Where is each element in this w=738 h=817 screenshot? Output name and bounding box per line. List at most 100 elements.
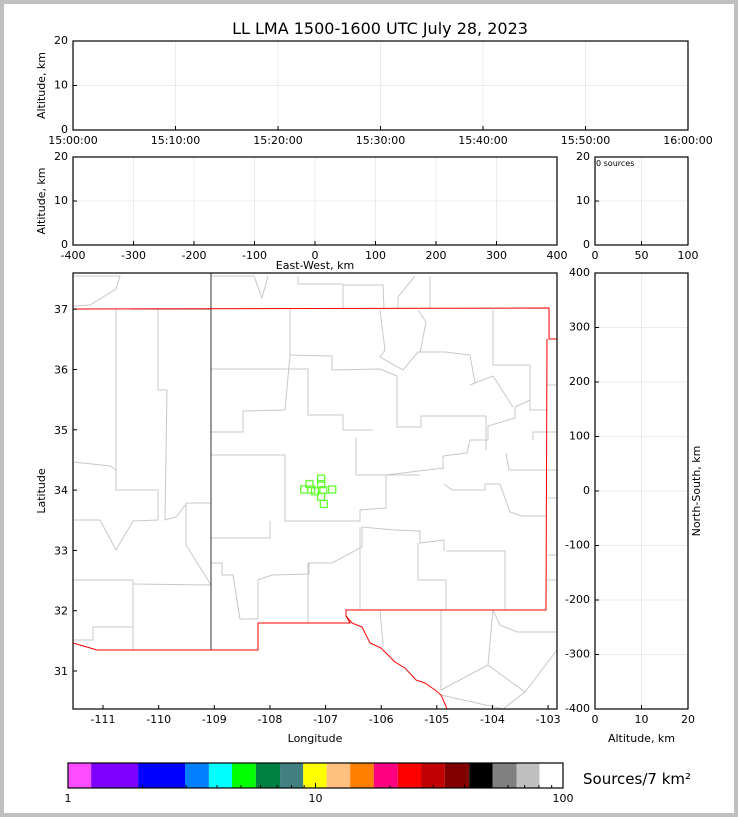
x-tick-label: 200	[426, 249, 447, 262]
x-axis-label: Altitude, km	[608, 732, 675, 745]
figure-title: LL LMA 1500-1600 UTC July 28, 2023	[232, 19, 528, 38]
y-tick-label: 36	[54, 363, 68, 376]
y-tick-label: 33	[54, 544, 68, 557]
colorbar-segment	[255, 763, 281, 788]
x-tick-label: 100	[678, 249, 699, 262]
station-marker	[316, 474, 326, 483]
colorbar-segment	[516, 763, 540, 788]
colorbar-tick-label: 10	[309, 792, 323, 805]
y-tick-label: 10	[54, 194, 68, 207]
y-axis-label: Latitude	[35, 468, 48, 514]
y-axis-label: North-South, km	[690, 446, 703, 537]
x-tick-label: 20	[681, 713, 695, 726]
source-count-annotation: 0 sources	[596, 159, 634, 168]
station-marker	[328, 485, 337, 494]
x-tick-label: -109	[202, 713, 227, 726]
ew-altitude-panel: -400 -300 -200 -100 0 100 200 300 400 0 10 20 East-W…	[35, 150, 568, 272]
colorbar-segment	[421, 763, 445, 788]
y-tick-label: -300	[565, 648, 590, 661]
y-tick-label: 400	[569, 266, 590, 279]
y-tick-label: -100	[565, 539, 590, 552]
altitude-histogram-panel: 0 50 100 0 10 20 0 sources	[576, 150, 699, 262]
y-tick-label: 100	[569, 430, 590, 443]
x-tick-label: -108	[257, 713, 282, 726]
y-tick-label: 0	[61, 123, 68, 136]
x-tick-label: -111	[91, 713, 116, 726]
colorbar-segment	[539, 763, 563, 788]
y-tick-label: 37	[54, 303, 68, 316]
y-tick-label: 0	[583, 484, 590, 497]
station-marker	[316, 479, 326, 489]
colorbar-tick-label: 1	[65, 792, 72, 805]
x-tick-label: 15:10:00	[151, 134, 200, 147]
y-tick-label: 31	[54, 665, 68, 678]
station-marker	[305, 479, 314, 489]
x-tick-label: -200	[182, 249, 207, 262]
y-tick-label: 10	[54, 79, 68, 92]
x-tick-label: 10	[635, 713, 649, 726]
y-axis-label: Altitude, km	[35, 167, 48, 234]
x-tick-label: 15:40:00	[458, 134, 507, 147]
x-tick-label: -107	[313, 713, 338, 726]
y-tick-label: 300	[569, 321, 590, 334]
state-border-red	[72, 307, 557, 710]
x-tick-label: 16:00:00	[663, 134, 712, 147]
x-tick-label: 15:30:00	[356, 134, 405, 147]
x-tick-label: 100	[365, 249, 386, 262]
colorbar-segment	[303, 763, 327, 788]
x-tick-label: -110	[146, 713, 171, 726]
y-tick-label: 34	[54, 484, 68, 497]
y-tick-label: 200	[569, 375, 590, 388]
station-marker	[319, 499, 329, 509]
colorbar-segment	[232, 763, 256, 788]
y-axis-label: Altitude, km	[35, 52, 48, 119]
y-tick-label: 20	[576, 150, 590, 163]
station-marker	[310, 487, 320, 496]
x-tick-label: 0	[312, 249, 319, 262]
x-tick-label: 15:50:00	[561, 134, 610, 147]
colorbar-segment	[280, 763, 304, 788]
plan-view-map: -111 -110 -109 -108 -107 -106 -105 -104 -103 31 32…	[35, 272, 561, 745]
county-boundaries	[72, 275, 558, 710]
y-tick-label: 0	[583, 238, 590, 251]
colorbar-segment	[492, 763, 517, 788]
colorbar-segment	[326, 763, 351, 788]
y-tick-label: 20	[54, 150, 68, 163]
colorbar-segment	[138, 763, 186, 788]
time-height-panel: 15:00:00 15:10:00 15:20:00 15:30:00 15:40:00…	[35, 34, 713, 147]
x-tick-label: 50	[635, 249, 649, 262]
x-tick-label: -105	[424, 713, 449, 726]
x-tick-label: 15:00:00	[48, 134, 97, 147]
x-tick-label: 300	[486, 249, 507, 262]
x-tick-label: -103	[536, 713, 561, 726]
y-tick-label: -200	[565, 593, 590, 606]
colorbar: 1 10 100 Sources/7 km²	[65, 762, 691, 805]
colorbar-tick-label: 100	[553, 792, 574, 805]
x-tick-label: 400	[547, 249, 568, 262]
x-axis-label: Longitude	[288, 732, 343, 745]
colorbar-segment	[373, 763, 398, 788]
y-tick-label: 32	[54, 605, 68, 618]
state-border-az-nm	[130, 273, 212, 650]
colorbar-label: Sources/7 km²	[583, 770, 691, 788]
x-tick-label: 0	[592, 713, 599, 726]
altitude-ns-panel: 0 10 20 -400 -300 -200 -100 0 100 200 300 400 Altitu…	[565, 266, 703, 745]
y-tick-label: -400	[565, 702, 590, 715]
colorbar-segment	[91, 763, 139, 788]
x-tick-label: 15:20:00	[253, 134, 302, 147]
y-tick-label: 0	[61, 238, 68, 251]
colorbar-segment	[469, 763, 493, 788]
colorbar-segment	[185, 763, 209, 788]
y-tick-label: 20	[54, 34, 68, 47]
y-tick-label: 35	[54, 424, 68, 437]
x-axis-label: East-West, km	[276, 259, 354, 272]
x-tick-label: 0	[592, 249, 599, 262]
x-tick-label: -300	[121, 249, 146, 262]
colorbar-segment	[350, 763, 374, 788]
x-tick-label: -100	[242, 249, 267, 262]
axes-frame	[72, 272, 558, 710]
colorbar-segment	[208, 763, 233, 788]
colorbar-segment	[68, 763, 92, 788]
